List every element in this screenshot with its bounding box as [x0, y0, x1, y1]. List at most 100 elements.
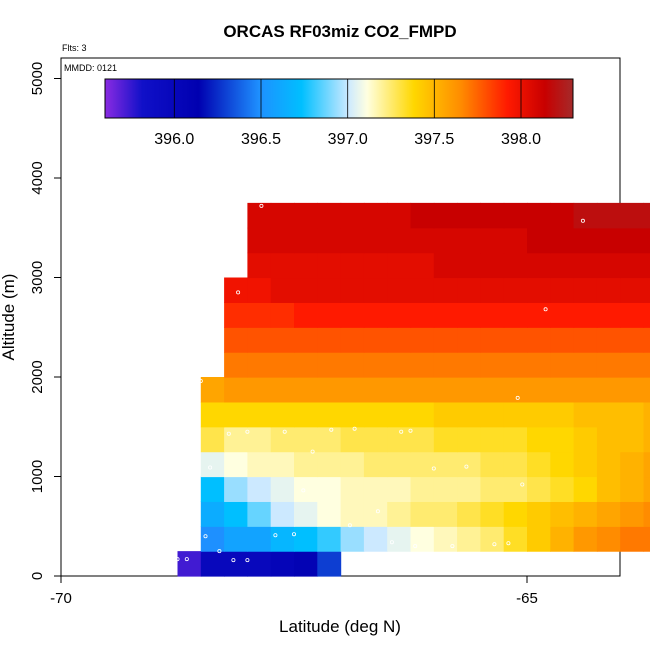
colorbar-tick-label: 396.5: [241, 131, 281, 148]
heatmap-cell: [340, 501, 365, 527]
heatmap-cell: [457, 352, 481, 378]
heatmap-cell: [550, 277, 575, 303]
heatmap-cell: [247, 377, 272, 403]
heatmap-cell: [457, 252, 481, 279]
heatmap-cell: [620, 377, 645, 403]
heatmap-cell: [410, 377, 435, 403]
heatmap-cell: [410, 327, 435, 353]
heatmap-cell: [433, 501, 458, 527]
heatmap-cells: [177, 202, 650, 577]
heatmap-cell: [550, 202, 575, 229]
heatmap-cell: [643, 227, 650, 254]
heatmap-cell: [573, 202, 598, 229]
heatmap-cell: [620, 352, 645, 378]
heatmap-cell: [363, 451, 388, 478]
heatmap-cell: [294, 252, 318, 279]
heatmap-cell: [270, 426, 295, 453]
heatmap-cell: [340, 327, 365, 353]
heatmap-cell: [247, 401, 272, 428]
sample-point: [580, 218, 585, 223]
heatmap-cell: [433, 426, 458, 453]
heatmap-cell: [200, 426, 225, 453]
heatmap-cell: [596, 202, 621, 229]
heatmap-cell: [527, 352, 551, 378]
heatmap-cell: [550, 352, 575, 378]
heatmap-cell: [387, 252, 412, 279]
heatmap-cell: [270, 302, 295, 328]
sample-point: [515, 395, 520, 400]
sample-point: [208, 465, 213, 470]
heatmap-cell: [527, 252, 551, 279]
heatmap-cell: [387, 476, 412, 502]
heatmap-cell: [433, 277, 458, 303]
heatmap-cell: [596, 526, 621, 552]
heatmap-cell: [363, 501, 388, 527]
heatmap-cell: [480, 302, 505, 328]
heatmap-cell: [433, 202, 458, 229]
sample-point: [352, 426, 357, 431]
heatmap-cell: [363, 377, 388, 403]
sample-point: [184, 557, 189, 562]
heatmap-cell: [550, 377, 575, 403]
heatmap-cell: [433, 401, 458, 428]
heatmap-cell: [620, 401, 645, 428]
heatmap-cell: [643, 451, 650, 478]
heatmap-cell: [410, 227, 435, 254]
sample-point: [389, 540, 394, 545]
heatmap-cell: [410, 526, 435, 552]
heatmap-cell: [620, 526, 645, 552]
heatmap-cell: [363, 352, 388, 378]
heatmap-cell: [270, 202, 295, 229]
flights-note: Flts: 3: [62, 43, 87, 53]
heatmap-cell: [503, 526, 528, 552]
heatmap-cell: [387, 227, 412, 254]
sample-point: [291, 532, 296, 537]
y-axis: 0 1000 2000 3000 4000 5000: [29, 62, 61, 580]
heatmap-cell: [200, 526, 225, 552]
heatmap-cell: [363, 526, 388, 552]
heatmap-cell: [270, 377, 295, 403]
heatmap-cell: [596, 252, 621, 279]
heatmap-cell: [527, 451, 551, 478]
heatmap-cell: [433, 352, 458, 378]
sample-point: [506, 541, 511, 546]
heatmap-cell: [480, 526, 505, 552]
heatmap-cell: [480, 327, 505, 353]
heatmap-cell: [503, 377, 528, 403]
heatmap-cell: [363, 277, 388, 303]
heatmap-cell: [503, 277, 528, 303]
heatmap-cell: [503, 352, 528, 378]
heatmap-cell: [200, 377, 225, 403]
heatmap-cell: [643, 401, 650, 428]
heatmap-cell: [643, 476, 650, 502]
heatmap-cell: [480, 227, 505, 254]
heatmap-cell: [387, 352, 412, 378]
heatmap-cell: [503, 327, 528, 353]
heatmap-cell: [270, 327, 295, 353]
heatmap-cell: [270, 352, 295, 378]
heatmap-cell: [620, 501, 645, 527]
heatmap-cell: [457, 202, 481, 229]
heatmap-cell: [177, 551, 202, 577]
sample-point: [310, 449, 315, 454]
heatmap-cell: [643, 277, 650, 303]
heatmap-cell: [457, 377, 481, 403]
heatmap-cell: [433, 377, 458, 403]
heatmap-cell: [387, 401, 412, 428]
heatmap-cell: [480, 377, 505, 403]
heatmap-cell: [433, 302, 458, 328]
heatmap-cell: [596, 501, 621, 527]
colorbar-gradient: [104, 78, 574, 119]
heatmap-cell: [410, 476, 435, 502]
heatmap-cell: [573, 302, 598, 328]
heatmap-cell: [410, 451, 435, 478]
heatmap-cell: [270, 401, 295, 428]
sample-point: [175, 557, 180, 562]
heatmap-cell: [317, 501, 342, 527]
sample-point: [520, 482, 525, 487]
sample-point: [203, 534, 208, 539]
heatmap-cell: [527, 426, 551, 453]
sample-point: [301, 488, 306, 493]
heatmap-cell: [433, 227, 458, 254]
heatmap-cell: [387, 277, 412, 303]
